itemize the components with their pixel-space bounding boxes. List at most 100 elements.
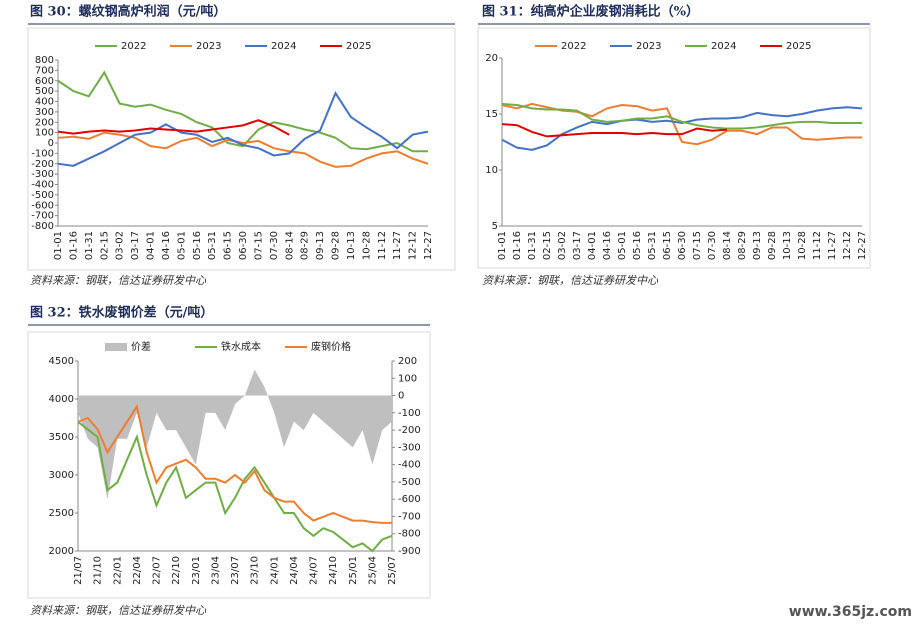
- x-tick-label: 03-02: [557, 231, 568, 260]
- x-tick-label: 05-16: [632, 231, 643, 260]
- x-tick-label: 05-01: [176, 231, 187, 260]
- x-tick-label: 24/04: [289, 556, 300, 585]
- x-tick-label: 23/10: [250, 556, 261, 585]
- y-tick-label: -300: [31, 169, 54, 180]
- x-tick-label: 10-13: [346, 231, 357, 260]
- x-tick-label: 08-29: [737, 231, 748, 260]
- y-tick-label: -600: [31, 200, 54, 211]
- area: [78, 369, 392, 500]
- y-tick-label: 300: [35, 107, 54, 118]
- x-tick-label: 08-14: [722, 231, 733, 260]
- x-tick-label: 07-30: [269, 231, 280, 260]
- y-tick-label: 3500: [49, 432, 74, 443]
- x-tick-label: 12-27: [423, 231, 434, 260]
- x-tick-label: 23/01: [191, 556, 202, 585]
- line: [77, 421, 393, 553]
- x-tick-label: 25/07: [387, 556, 398, 585]
- x-tick-label: 23/07: [230, 556, 241, 585]
- x-tick-label: 21/07: [73, 556, 84, 585]
- x-tick-label: 22/04: [132, 556, 143, 585]
- y-tick-label: 3000: [49, 470, 74, 481]
- legend-label: 2024: [271, 41, 296, 52]
- watermark: www.365jz.com: [789, 604, 912, 620]
- y2-tick-label: -600: [398, 494, 421, 505]
- x-tick-label: 09-28: [331, 231, 342, 260]
- y-tick-label: -200: [31, 159, 54, 170]
- y2-tick-label: -200: [398, 425, 421, 436]
- line: [501, 106, 863, 151]
- y-tick-label: 700: [35, 65, 54, 76]
- line: [501, 102, 862, 130]
- x-tick-label: 09-28: [767, 231, 778, 260]
- y-tick-label: 100: [35, 128, 54, 139]
- x-tick-label: 01-01: [497, 231, 508, 260]
- legend-label: 2023: [636, 41, 661, 52]
- y-tick-label: 2500: [49, 508, 74, 519]
- legend-label: 2025: [786, 41, 811, 52]
- y-tick-label: 15: [485, 109, 498, 120]
- source-note: 资料来源：钢联，信达证券研发中心: [30, 604, 207, 617]
- y2-tick-label: 100: [398, 373, 417, 384]
- chart-title: 图 30：螺纹钢高炉利润（元/吨）: [30, 4, 226, 20]
- x-tick-label: 05-01: [617, 231, 628, 260]
- x-tick-label: 01-31: [527, 231, 538, 260]
- x-tick-label: 07-15: [253, 231, 264, 260]
- x-tick-label: 24/01: [269, 556, 280, 585]
- x-tick-label: 07-15: [692, 231, 703, 260]
- x-tick-label: 11-27: [392, 231, 403, 260]
- y-tick-label: -100: [31, 148, 54, 159]
- x-tick-label: 01-31: [84, 231, 95, 260]
- x-tick-label: 11-27: [827, 231, 838, 260]
- x-tick-label: 12-12: [408, 231, 419, 260]
- line: [57, 91, 429, 167]
- x-tick-label: 08-29: [300, 231, 311, 260]
- x-tick-label: 04-01: [146, 231, 157, 260]
- y-tick-label: 400: [35, 97, 54, 108]
- x-tick-label: 03-17: [130, 231, 141, 260]
- chart-title: 图 32：铁水废钢价差（元/吨）: [30, 305, 213, 321]
- x-tick-label: 04-01: [587, 231, 598, 260]
- y2-tick-label: 200: [398, 356, 417, 367]
- x-tick-label: 22/07: [152, 556, 163, 585]
- x-tick-label: 09-13: [752, 231, 763, 260]
- x-tick-label: 25/04: [367, 556, 378, 585]
- legend-label: 2025: [346, 41, 371, 52]
- y2-tick-label: -100: [398, 408, 421, 419]
- x-tick-label: 24/07: [309, 556, 320, 585]
- x-tick-label: 02-15: [99, 231, 110, 260]
- legend-label: 2022: [561, 41, 586, 52]
- legend-label: 铁水成本: [221, 340, 261, 353]
- y-tick-label: 10: [485, 165, 498, 176]
- x-tick-label: 08-14: [284, 231, 295, 260]
- line: [57, 131, 429, 168]
- line: [77, 404, 392, 524]
- y2-tick-label: -500: [398, 477, 421, 488]
- y-tick-label: 500: [35, 86, 54, 97]
- y-tick-label: 4000: [49, 394, 74, 405]
- line: [501, 102, 862, 146]
- x-tick-label: 10-28: [797, 231, 808, 260]
- line: [57, 70, 428, 153]
- x-tick-label: 03-17: [572, 231, 583, 260]
- chart-title: 图 31：纯高炉企业废钢消耗比（%）: [482, 4, 699, 20]
- legend-label: 2022: [121, 41, 146, 52]
- x-tick-label: 06-15: [662, 231, 673, 260]
- x-tick-label: 05-31: [647, 231, 658, 260]
- x-tick-label: 23/04: [210, 556, 221, 585]
- x-tick-label: 10-13: [782, 231, 793, 260]
- y-tick-label: 4500: [49, 356, 74, 367]
- y-tick-label: 600: [35, 76, 54, 87]
- x-tick-label: 01-16: [512, 231, 523, 260]
- x-tick-label: 22/01: [112, 556, 123, 585]
- line: [57, 119, 290, 136]
- x-tick-label: 11-12: [812, 231, 823, 260]
- x-tick-label: 05-31: [207, 231, 218, 260]
- y-tick-label: -800: [31, 221, 54, 232]
- x-tick-label: 22/10: [171, 556, 182, 585]
- legend-label: 2024: [711, 41, 736, 52]
- x-tick-label: 01-16: [68, 231, 79, 260]
- frame: [477, 27, 871, 269]
- source-note: 资料来源：钢联，信达证券研发中心: [482, 274, 659, 287]
- y2-tick-label: -800: [398, 529, 421, 540]
- x-tick-label: 10-28: [361, 231, 372, 260]
